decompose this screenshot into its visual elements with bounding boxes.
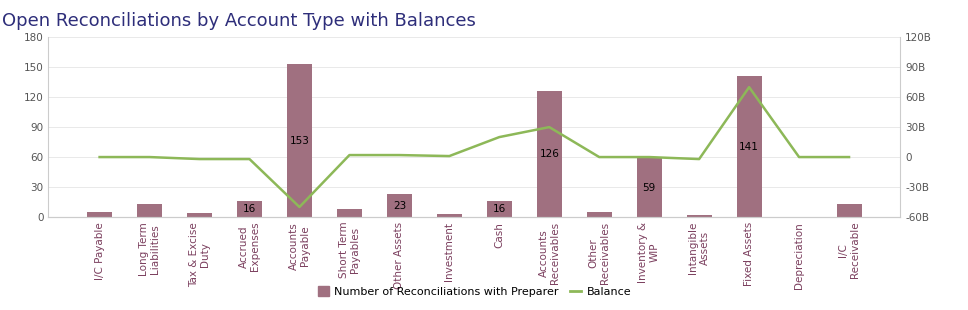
- Bar: [537, 91, 561, 217]
- Bar: [337, 209, 362, 217]
- Bar: [637, 158, 662, 217]
- Bar: [387, 194, 411, 217]
- Text: 16: 16: [243, 204, 257, 214]
- Bar: [686, 215, 711, 217]
- Bar: [487, 201, 512, 217]
- Text: 126: 126: [539, 149, 560, 159]
- Bar: [587, 212, 612, 217]
- Bar: [737, 76, 762, 217]
- Text: Open Reconciliations by Account Type with Balances: Open Reconciliations by Account Type wit…: [2, 12, 475, 30]
- Bar: [237, 201, 262, 217]
- Text: 59: 59: [643, 183, 655, 193]
- Bar: [187, 213, 212, 217]
- Text: 23: 23: [393, 201, 406, 210]
- Legend: Number of Reconciliations with Preparer, Balance: Number of Reconciliations with Preparer,…: [313, 282, 636, 301]
- Bar: [287, 64, 312, 217]
- Text: 141: 141: [740, 142, 759, 152]
- Text: 16: 16: [493, 204, 506, 214]
- Bar: [836, 204, 862, 217]
- Bar: [437, 214, 462, 217]
- Text: 153: 153: [289, 135, 310, 146]
- Bar: [137, 204, 162, 217]
- Bar: [87, 212, 112, 217]
